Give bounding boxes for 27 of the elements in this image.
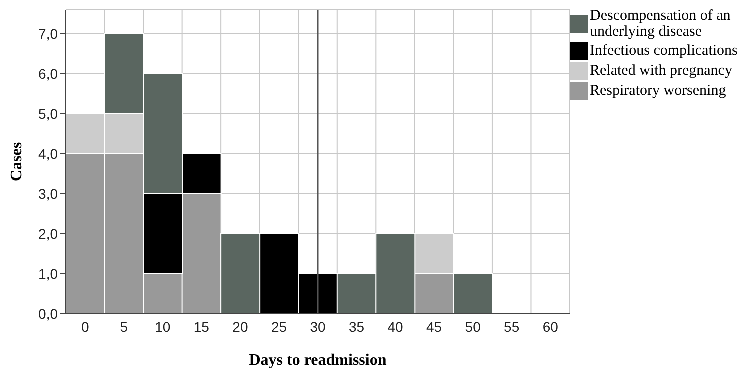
legend-label: Descompensation of an underlying disease xyxy=(590,8,732,40)
x-tick-label: 5 xyxy=(120,318,128,335)
y-tick-label: 2,0 xyxy=(38,226,58,242)
y-tick-label: 3,0 xyxy=(38,186,58,202)
y-tick-label: 0,0 xyxy=(38,306,58,322)
x-tick-label: 0 xyxy=(81,318,90,335)
x-tick-label: 55 xyxy=(504,318,520,335)
y-tick-label: 5,0 xyxy=(38,106,58,122)
y-axis-title: Cases xyxy=(8,142,26,182)
x-tick-label: 10 xyxy=(155,318,171,335)
x-tick-label: 25 xyxy=(271,318,288,335)
x-tick-label: 15 xyxy=(194,318,210,335)
y-tick-label: 7,0 xyxy=(38,26,58,42)
x-tick-label: 20 xyxy=(232,318,248,335)
y-tick-label: 4,0 xyxy=(38,146,58,162)
y-tick-label: 1,0 xyxy=(38,266,58,282)
x-tick-label: 50 xyxy=(465,318,482,335)
legend-label: Respiratory worsening xyxy=(590,83,726,99)
x-tick-label: 35 xyxy=(348,318,365,335)
legend-label: Infectious complications xyxy=(590,43,738,59)
x-axis-title: Days to readmission xyxy=(249,352,387,369)
x-tick-label: 45 xyxy=(426,318,442,335)
x-tick-label: 40 xyxy=(388,318,404,335)
y-tick-label: 6,0 xyxy=(38,66,58,82)
x-tick-label: 30 xyxy=(310,318,326,335)
x-tick-label: 60 xyxy=(542,318,559,335)
legend-label: Related with pregnancy xyxy=(590,63,732,79)
